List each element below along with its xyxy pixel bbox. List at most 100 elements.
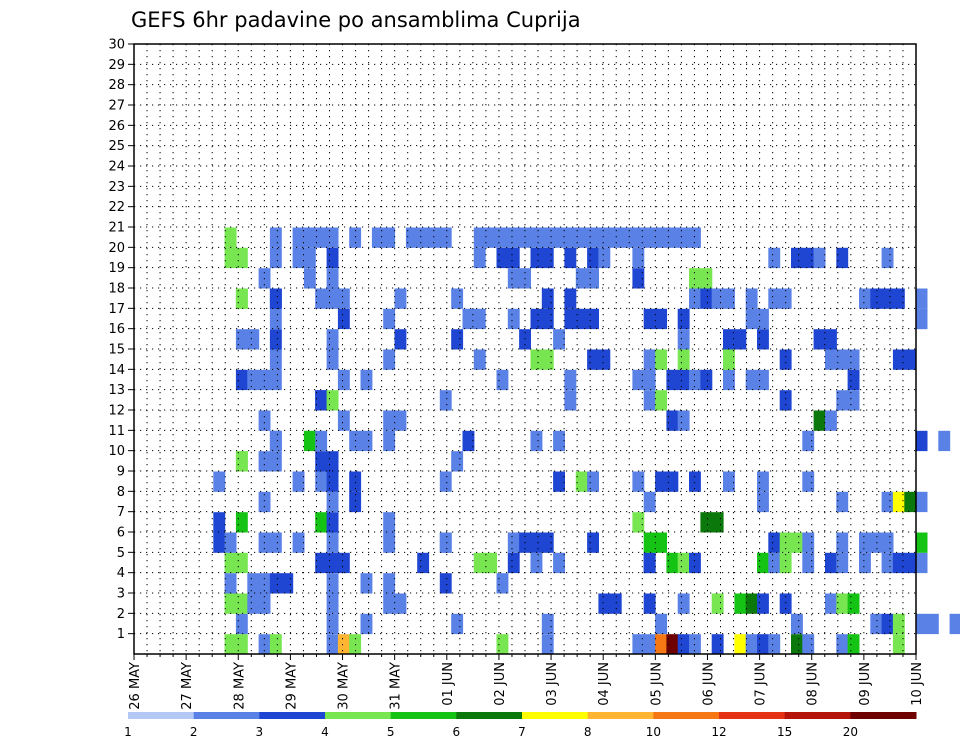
y-tick-label: 3 [117, 587, 125, 602]
colorbar-label: 8 [584, 725, 592, 739]
heatmap-cell [870, 532, 883, 553]
heatmap-cell [655, 349, 667, 370]
heatmap-cell [938, 430, 951, 452]
heatmap-cell [269, 247, 282, 269]
heatmap-cell [575, 227, 588, 248]
heatmap-cell [315, 471, 328, 492]
heatmap-cell [473, 349, 486, 370]
heatmap-cell [689, 552, 701, 574]
heatmap-cell [711, 593, 724, 614]
y-tick-label: 27 [108, 99, 125, 114]
heatmap-cell [677, 410, 690, 431]
heatmap-cell [847, 390, 860, 411]
heatmap-cell [269, 634, 282, 655]
heatmap-cell [836, 349, 849, 370]
x-tick-label: 10 JUN [910, 662, 925, 706]
colorbar-swatch [784, 712, 851, 719]
heatmap-cell [383, 593, 396, 614]
heatmap-cell [383, 349, 396, 370]
heatmap-cell [598, 227, 611, 248]
heatmap-cell [439, 573, 452, 594]
heatmap-cell [247, 329, 260, 350]
heatmap-cell [451, 329, 464, 350]
heatmap-cell [292, 227, 305, 248]
heatmap-cell [326, 451, 339, 472]
heatmap-cell [666, 227, 679, 248]
heatmap-cell [892, 613, 905, 635]
heatmap-cell [915, 532, 928, 553]
heatmap-cell [269, 430, 282, 452]
heatmap-cell [473, 552, 486, 574]
heatmap-cell [881, 288, 894, 309]
heatmap-cell [643, 552, 656, 574]
heatmap-cell [383, 512, 396, 533]
heatmap-cell [643, 227, 656, 248]
heatmap-cell [643, 369, 656, 391]
y-tick-label: 19 [108, 261, 125, 276]
heatmap-cell [326, 552, 339, 574]
heatmap-cell [315, 451, 328, 472]
heatmap-cell [915, 308, 928, 330]
heatmap-cell [666, 369, 679, 391]
heatmap-cell [643, 308, 656, 330]
heatmap-cell [269, 329, 282, 350]
heatmap-cell [791, 634, 803, 655]
heatmap-cell [859, 532, 871, 553]
heatmap-cell [791, 532, 803, 553]
heatmap-cell [892, 288, 905, 309]
heatmap-cell [451, 451, 464, 472]
heatmap-cell [700, 288, 713, 309]
heatmap-cell [564, 308, 577, 330]
heatmap-cell [541, 227, 554, 248]
y-tick-label: 24 [108, 160, 125, 175]
heatmap-cell [779, 593, 792, 614]
heatmap-cell [802, 552, 815, 574]
heatmap-cell [564, 288, 577, 309]
heatmap-cell [711, 512, 724, 533]
heatmap-cell [473, 308, 486, 330]
heatmap-cell [870, 613, 883, 635]
heatmap-cell [757, 369, 769, 391]
heatmap-cell [541, 308, 554, 330]
heatmap-cell [813, 247, 826, 269]
heatmap-cell [825, 329, 837, 350]
heatmap-cell [519, 329, 531, 350]
y-tick-label: 15 [108, 343, 125, 358]
heatmap-cell [802, 430, 815, 452]
heatmap-cell [315, 227, 328, 248]
heatmap-cell [530, 552, 543, 574]
heatmap-cell [723, 369, 735, 391]
heatmap-cell [496, 634, 509, 655]
heatmap-cell [507, 247, 520, 269]
heatmap-cell [235, 369, 248, 391]
colorbar-label: 2 [190, 725, 198, 739]
heatmap-cell [881, 247, 894, 269]
heatmap-cell [587, 247, 599, 269]
x-tick-label: 05 JUN [649, 662, 664, 706]
heatmap-cells [213, 227, 960, 655]
heatmap-cell [292, 247, 305, 269]
heatmap-cell [326, 268, 339, 289]
colorbar-label: 10 [646, 725, 661, 739]
y-tick-label: 21 [108, 221, 125, 236]
heatmap-cell [326, 532, 339, 553]
colorbar-label: 1 [124, 725, 132, 739]
heatmap-cell [315, 430, 328, 452]
heatmap-cell [904, 349, 917, 370]
heatmap-cell [745, 308, 758, 330]
heatmap-cell [643, 390, 656, 411]
heatmap-cell [269, 369, 282, 391]
heatmap-cell [836, 390, 849, 411]
heatmap-cell [632, 268, 645, 289]
heatmap-cell [847, 349, 860, 370]
heatmap-cell [859, 288, 871, 309]
heatmap-cell [507, 552, 520, 574]
heatmap-cell [462, 308, 475, 330]
heatmap-cell [337, 288, 350, 309]
heatmap-cell [711, 288, 724, 309]
heatmap-cell [530, 308, 543, 330]
heatmap-cell [473, 227, 486, 248]
heatmap-cell [303, 268, 316, 289]
x-tick-label: 31 MAY [389, 662, 404, 710]
heatmap-cell [315, 288, 328, 309]
